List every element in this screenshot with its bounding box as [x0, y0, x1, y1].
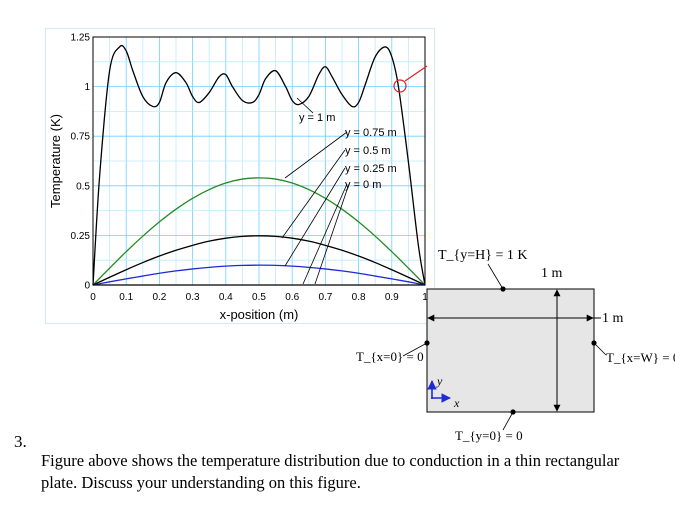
y-tick-label: 1 — [84, 82, 90, 93]
series-line-2 — [92, 235, 426, 286]
x-tick-label: 0.2 — [152, 292, 166, 303]
bottom-point — [510, 409, 516, 415]
y-tick-label: 0.25 — [71, 231, 91, 242]
x-tick-label: 0.3 — [186, 292, 200, 303]
series-line-1 — [92, 177, 426, 286]
x-tick-label: 0.1 — [119, 292, 133, 303]
x-tick-label: 0.5 — [252, 292, 266, 303]
left-leader — [402, 342, 428, 357]
left-point — [424, 340, 430, 346]
bottom-leader — [502, 411, 514, 431]
series-label-y1: y = 1 m — [299, 112, 335, 124]
x-tick-label: 0.8 — [352, 292, 366, 303]
leader-y025 — [284, 167, 346, 267]
right-boundary-condition: T_{x=W} = 0 — [606, 350, 675, 365]
temperature-chart: 0 0.1 0.2 0.3 0.4 0.5 0.6 0.7 0.8 0.9 1 0 0.25 0.5 0.… — [45, 28, 435, 324]
height-label: 1 m — [541, 266, 563, 281]
plate — [426, 288, 595, 413]
x-tick-label: 0.9 — [385, 292, 399, 303]
x-tick-label: 0.7 — [318, 292, 332, 303]
x-tick-label: 0.6 — [285, 292, 299, 303]
series-label-y05: y = 0.5 m — [345, 145, 391, 157]
x-tick-labels: 0 0.1 0.2 0.3 0.4 0.5 0.6 0.7 0.8 0.9 1 — [90, 292, 428, 303]
series-label-y075: y = 0.75 m — [345, 127, 397, 139]
label-leaders — [281, 97, 350, 285]
question-number: 3. — [14, 432, 27, 451]
right-point — [591, 340, 597, 346]
top-point — [500, 286, 506, 292]
y-tick-label: 1.25 — [71, 33, 91, 44]
question-text: Figure above shows the temperature distr… — [41, 451, 620, 492]
width-label: 1 m — [602, 311, 624, 326]
series-label-y025: y = 0.25 m — [345, 163, 397, 175]
x-tick-label: 0.4 — [219, 292, 233, 303]
y-tick-label: 0.5 — [76, 181, 90, 192]
series-line-0 — [92, 44, 426, 286]
plot-box — [92, 36, 426, 286]
leader-y0 — [302, 183, 348, 285]
left-boundary-condition: T_{x=0} = 0 — [356, 349, 424, 364]
series-line-3 — [92, 264, 426, 286]
marker-arrow — [404, 65, 428, 82]
series-label-y0: y = 0 m — [345, 179, 381, 191]
leader-y075 — [284, 131, 348, 179]
y-tick-label: 0 — [84, 281, 90, 292]
axis-y-label: y — [436, 374, 443, 388]
axis-x-label: x — [453, 396, 460, 410]
chart-panel: 0 0.1 0.2 0.3 0.4 0.5 0.6 0.7 0.8 0.9 1 0 0.25 0.5 0.… — [45, 28, 435, 324]
y-tick-label: 0.75 — [71, 132, 91, 143]
grid — [92, 36, 426, 286]
x-tick-label: 1 — [422, 292, 428, 303]
right-leader — [593, 342, 607, 356]
leader-y0-b — [314, 183, 350, 285]
top-leader — [487, 263, 504, 290]
marker-circle — [393, 79, 407, 93]
bottom-boundary-condition: T_{y=0} = 0 — [455, 428, 523, 443]
x-tick-label: 0 — [90, 292, 96, 303]
y-tick-labels: 0 0.25 0.5 0.75 1 1.25 — [71, 33, 91, 292]
leader-y1 — [296, 97, 314, 114]
leader-y05 — [281, 149, 346, 239]
top-boundary-condition: T_{y=H} = 1 K — [438, 248, 528, 263]
x-axis-label: x-position (m) — [220, 307, 299, 322]
y-axis-label: Temperature (K) — [48, 114, 63, 208]
